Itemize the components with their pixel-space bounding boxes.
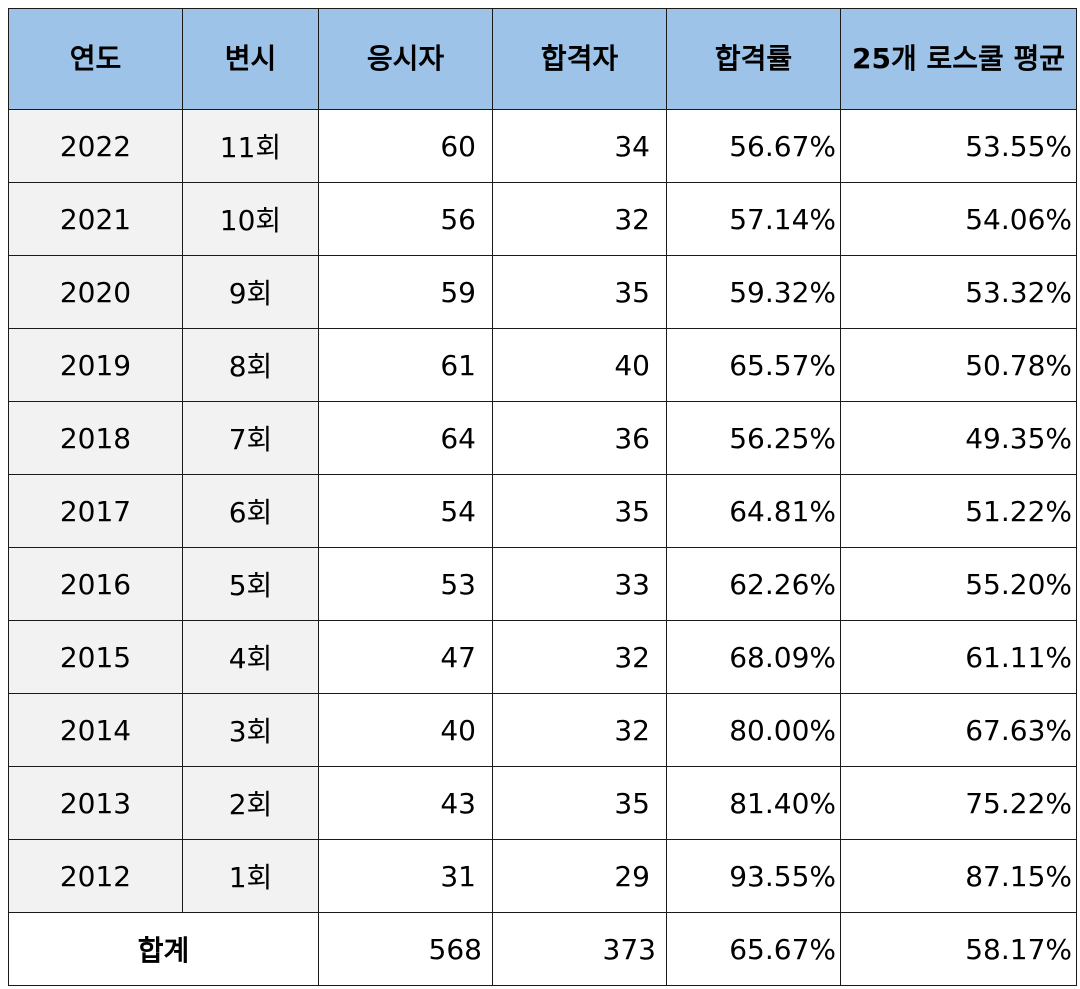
header-law-school-average: 25개 로스쿨 평균 xyxy=(840,8,1077,110)
row-pass-rate: 93.55% xyxy=(666,839,841,913)
header-applicants: 응시자 xyxy=(318,8,493,110)
table-row: 2012 1회 31 29 93.55% 87.15% xyxy=(8,839,1077,913)
header-pass-rate: 합격률 xyxy=(666,8,841,110)
row-year: 2021 xyxy=(8,182,183,256)
row-year: 2019 xyxy=(8,328,183,402)
row-applicants: 61 xyxy=(318,328,493,402)
header-law-school-average-label: 25개 로스쿨 평균 xyxy=(851,42,1066,75)
row-pass-rate: 57.14% xyxy=(666,182,841,256)
row-pass-rate: 64.81% xyxy=(666,474,841,548)
row-passers: 32 xyxy=(492,620,667,694)
row-passers: 36 xyxy=(492,401,667,475)
table-row: 2019 8회 61 40 65.57% 50.78% xyxy=(8,328,1077,402)
row-law-school-average: 50.78% xyxy=(840,328,1077,402)
row-passers: 34 xyxy=(492,109,667,183)
row-round: 7회 xyxy=(182,401,319,475)
row-round: 5회 xyxy=(182,547,319,621)
row-passers: 32 xyxy=(492,182,667,256)
row-law-school-average: 53.55% xyxy=(840,109,1077,183)
row-year: 2013 xyxy=(8,766,183,840)
total-row: 합계 568 373 65.67% 58.17% xyxy=(8,912,1077,986)
row-law-school-average: 87.15% xyxy=(840,839,1077,913)
row-year: 2014 xyxy=(8,693,183,767)
row-passers: 29 xyxy=(492,839,667,913)
row-applicants: 53 xyxy=(318,547,493,621)
row-pass-rate: 59.32% xyxy=(666,255,841,329)
row-round: 4회 xyxy=(182,620,319,694)
row-round: 8회 xyxy=(182,328,319,402)
row-pass-rate: 68.09% xyxy=(666,620,841,694)
pass-rate-table: 연도 변시 응시자 합격자 합격률 25개 로스쿨 평균 2022 11회 60 34… xyxy=(8,8,1077,986)
row-pass-rate: 56.25% xyxy=(666,401,841,475)
table-row: 2015 4회 47 32 68.09% 61.11% xyxy=(8,620,1077,694)
row-passers: 33 xyxy=(492,547,667,621)
table-row: 2014 3회 40 32 80.00% 67.63% xyxy=(8,693,1077,767)
table-row: 2021 10회 56 32 57.14% 54.06% xyxy=(8,182,1077,256)
total-label: 합계 xyxy=(8,912,319,986)
header-passers: 합격자 xyxy=(492,8,667,110)
table-body: 2022 11회 60 34 56.67% 53.55% 2021 10회 56 32 57.14%… xyxy=(8,109,1077,913)
header-row: 연도 변시 응시자 합격자 합격률 25개 로스쿨 평균 xyxy=(8,8,1077,110)
row-applicants: 64 xyxy=(318,401,493,475)
row-year: 2017 xyxy=(8,474,183,548)
row-law-school-average: 61.11% xyxy=(840,620,1077,694)
row-pass-rate: 80.00% xyxy=(666,693,841,767)
row-applicants: 59 xyxy=(318,255,493,329)
row-round: 1회 xyxy=(182,839,319,913)
row-year: 2022 xyxy=(8,109,183,183)
row-law-school-average: 54.06% xyxy=(840,182,1077,256)
row-passers: 40 xyxy=(492,328,667,402)
row-pass-rate: 65.57% xyxy=(666,328,841,402)
row-round: 2회 xyxy=(182,766,319,840)
row-applicants: 60 xyxy=(318,109,493,183)
row-round: 6회 xyxy=(182,474,319,548)
row-law-school-average: 51.22% xyxy=(840,474,1077,548)
row-applicants: 40 xyxy=(318,693,493,767)
row-year: 2012 xyxy=(8,839,183,913)
total-passers: 373 xyxy=(492,912,667,986)
row-passers: 35 xyxy=(492,474,667,548)
row-round: 10회 xyxy=(182,182,319,256)
row-pass-rate: 81.40% xyxy=(666,766,841,840)
table-header: 연도 변시 응시자 합격자 합격률 25개 로스쿨 평균 xyxy=(8,8,1077,110)
header-year: 연도 xyxy=(8,8,183,110)
table-row: 2016 5회 53 33 62.26% 55.20% xyxy=(8,547,1077,621)
row-pass-rate: 56.67% xyxy=(666,109,841,183)
total-applicants: 568 xyxy=(318,912,493,986)
row-year: 2015 xyxy=(8,620,183,694)
row-law-school-average: 53.32% xyxy=(840,255,1077,329)
row-round: 11회 xyxy=(182,109,319,183)
table-row: 2022 11회 60 34 56.67% 53.55% xyxy=(8,109,1077,183)
row-applicants: 43 xyxy=(318,766,493,840)
total-law-school-average: 58.17% xyxy=(840,912,1077,986)
row-year: 2018 xyxy=(8,401,183,475)
row-law-school-average: 55.20% xyxy=(840,547,1077,621)
row-law-school-average: 75.22% xyxy=(840,766,1077,840)
row-passers: 32 xyxy=(492,693,667,767)
table-row: 2013 2회 43 35 81.40% 75.22% xyxy=(8,766,1077,840)
header-round: 변시 xyxy=(182,8,319,110)
table-row: 2020 9회 59 35 59.32% 53.32% xyxy=(8,255,1077,329)
row-year: 2016 xyxy=(8,547,183,621)
row-passers: 35 xyxy=(492,255,667,329)
table-row: 2018 7회 64 36 56.25% 49.35% xyxy=(8,401,1077,475)
row-pass-rate: 62.26% xyxy=(666,547,841,621)
row-applicants: 56 xyxy=(318,182,493,256)
table-footer: 합계 568 373 65.67% 58.17% xyxy=(8,912,1077,986)
table-row: 2017 6회 54 35 64.81% 51.22% xyxy=(8,474,1077,548)
row-applicants: 31 xyxy=(318,839,493,913)
row-law-school-average: 67.63% xyxy=(840,693,1077,767)
row-year: 2020 xyxy=(8,255,183,329)
row-law-school-average: 49.35% xyxy=(840,401,1077,475)
row-round: 9회 xyxy=(182,255,319,329)
row-passers: 35 xyxy=(492,766,667,840)
total-pass-rate: 65.67% xyxy=(666,912,841,986)
row-applicants: 54 xyxy=(318,474,493,548)
row-round: 3회 xyxy=(182,693,319,767)
row-applicants: 47 xyxy=(318,620,493,694)
